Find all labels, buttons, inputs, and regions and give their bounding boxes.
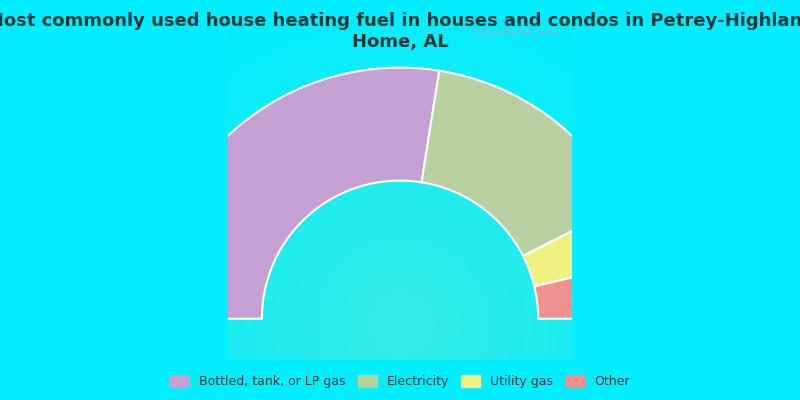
Legend: Bottled, tank, or LP gas, Electricity, Utility gas, Other: Bottled, tank, or LP gas, Electricity, U… [166,371,634,392]
Wedge shape [534,260,651,319]
Text: City-Data.com: City-Data.com [473,26,562,39]
Wedge shape [523,205,644,286]
Wedge shape [422,71,624,256]
Wedge shape [149,68,439,319]
Text: Most commonly used house heating fuel in houses and condos in Petrey-Highland
Ho: Most commonly used house heating fuel in… [0,12,800,51]
